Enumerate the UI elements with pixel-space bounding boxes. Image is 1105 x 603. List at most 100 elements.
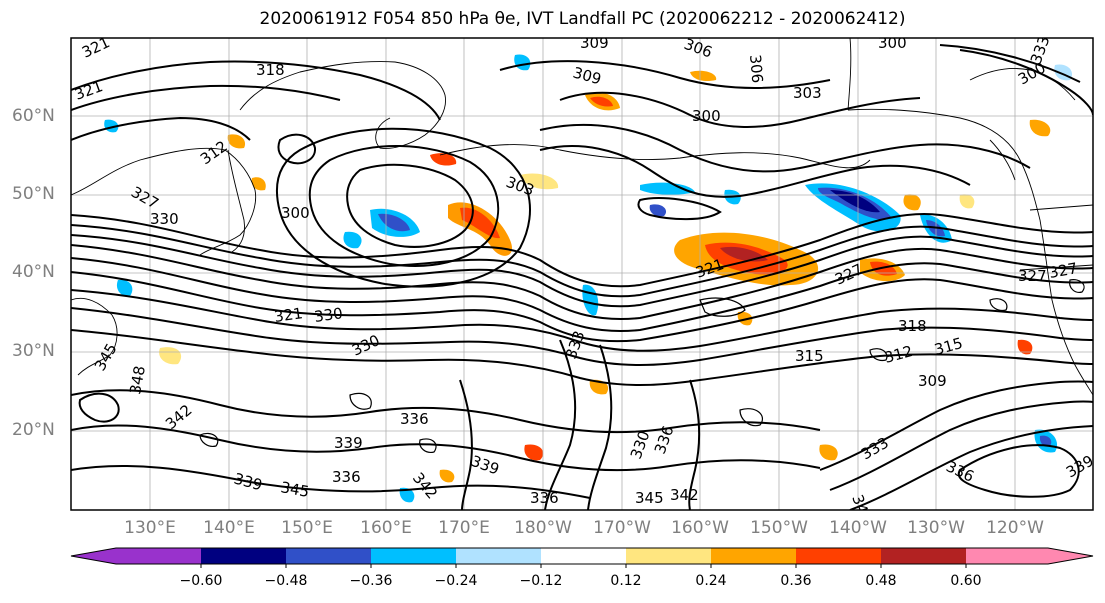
shaded-region — [399, 487, 415, 503]
contour-line — [275, 127, 531, 288]
lon-label: 150°E — [281, 518, 333, 538]
contour-label: 303 — [793, 84, 822, 102]
contour-label: 327 — [1048, 259, 1079, 282]
contour-line — [459, 379, 473, 510]
contour-line — [539, 145, 971, 198]
contour-line — [71, 271, 1093, 343]
contour-line — [959, 49, 1093, 116]
colorbar-bin — [626, 548, 711, 564]
colorbar-bin — [371, 548, 456, 564]
colorbar-bin — [201, 548, 286, 564]
contour-label: 336 — [400, 410, 429, 428]
coastline — [969, 68, 1076, 101]
colorbar-tick-label: 0.60 — [950, 573, 982, 589]
coastline — [439, 144, 871, 169]
contour-label: 315 — [795, 347, 824, 365]
contour-line — [688, 379, 701, 510]
shaded-region — [439, 469, 455, 483]
coastline — [847, 38, 852, 111]
colorbar-tick-label: 0.12 — [610, 573, 642, 589]
colorbar — [70, 547, 1094, 568]
lon-label: 160°E — [360, 518, 412, 538]
shaded-region — [116, 279, 133, 297]
shaded-region — [227, 134, 246, 149]
contour-line — [989, 298, 1008, 312]
shaded-region — [460, 207, 500, 239]
colorbar-tick-label: 0.36 — [780, 573, 812, 589]
colorbar-bin — [456, 548, 541, 564]
colorbar-tick-label: −0.48 — [264, 573, 308, 589]
contour-label: 309 — [918, 372, 947, 390]
contour-line — [939, 44, 1081, 83]
contour-label: 300 — [692, 107, 721, 125]
colorbar-bin — [796, 548, 881, 564]
contour-line — [349, 392, 372, 410]
contour-line — [71, 307, 1093, 366]
theta-e-contours — [71, 44, 1093, 510]
lon-label: 130°W — [907, 518, 965, 538]
shaded-region — [959, 194, 975, 209]
contour-line — [71, 84, 341, 111]
contour-line — [637, 197, 722, 221]
colorbar-bin — [116, 548, 201, 564]
contour-label: 327 — [1018, 267, 1047, 285]
lon-label: 170°W — [593, 518, 651, 538]
contour-line — [419, 438, 437, 453]
contour-label: 342 — [670, 486, 699, 504]
contour-line — [277, 133, 317, 165]
contour-label: 330 — [313, 304, 344, 326]
contour-line — [499, 60, 831, 89]
map-frame — [70, 37, 1094, 511]
lon-label: 180°W — [514, 518, 572, 538]
theta-e-contours-thin — [199, 279, 1085, 453]
contour-label: 345 — [635, 489, 664, 507]
coastline — [71, 297, 118, 376]
contour-line — [71, 289, 1093, 352]
shaded-region — [1017, 339, 1033, 355]
contour-line — [71, 389, 821, 434]
lon-label: 140°E — [203, 518, 255, 538]
map-gridlines — [71, 38, 1093, 510]
contour-line — [849, 425, 1093, 510]
contour-line — [819, 380, 1093, 471]
contour-label: 309 — [580, 34, 609, 52]
colorbar-outline — [70, 547, 1094, 565]
contour-label: 300 — [281, 204, 310, 222]
lat-label: 20°N — [12, 420, 55, 440]
shaded-region — [524, 444, 544, 461]
contour-line — [869, 348, 888, 362]
coastline — [847, 108, 1041, 221]
contour-line — [957, 444, 1080, 498]
shaded-region — [251, 177, 266, 191]
colorbar-extend-high — [1048, 548, 1093, 564]
contour-label: 336 — [332, 468, 361, 486]
colorbar-bin — [881, 548, 966, 564]
contour-line — [587, 344, 613, 510]
contour-line — [71, 244, 1093, 321]
contour-line — [699, 297, 746, 317]
colorbar-bin — [286, 548, 371, 564]
map-title: 2020061912 F054 850 hPa θe, IVT Landfall… — [259, 9, 906, 29]
lon-label: 140°W — [829, 518, 887, 538]
contour-line — [71, 257, 1093, 333]
lat-label: 40°N — [12, 262, 55, 282]
contour-label: 339 — [334, 434, 363, 452]
shaded-region — [104, 119, 119, 133]
contour-line — [71, 116, 251, 141]
contour-line — [71, 464, 591, 499]
contour-line — [199, 432, 219, 447]
colorbar-tick-label: 0.48 — [865, 573, 897, 589]
shaded-region — [870, 261, 897, 276]
shaded-region — [430, 153, 457, 166]
lon-label: 160°W — [671, 518, 729, 538]
contour-line — [346, 163, 474, 248]
contour-line — [71, 234, 1093, 308]
colorbar-bin — [541, 548, 626, 564]
lon-label: 150°W — [750, 518, 808, 538]
contour-label: 321 — [273, 304, 304, 326]
coastline — [227, 149, 245, 253]
lat-label: 60°N — [12, 106, 55, 126]
shaded-region — [1039, 435, 1052, 447]
coastline — [989, 139, 1016, 181]
